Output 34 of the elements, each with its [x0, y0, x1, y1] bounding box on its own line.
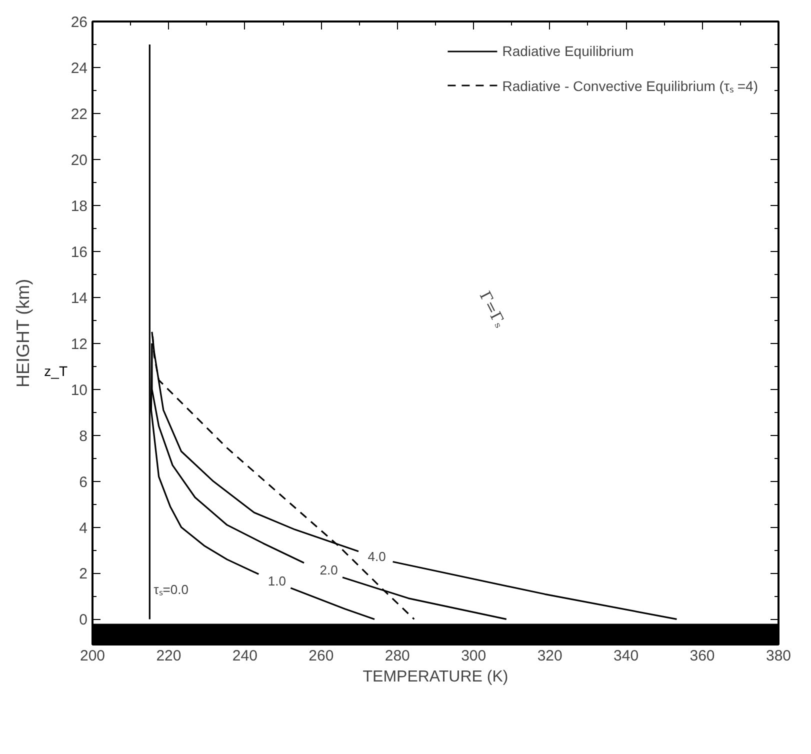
series-label: 1.0 [268, 574, 286, 589]
annotation: τₛ=0.0 [154, 582, 188, 597]
x-tick-label: 220 [156, 648, 182, 664]
y-tick-label: 2 [79, 566, 88, 583]
x-tick-label: 240 [232, 648, 258, 664]
x-tick-label: 380 [766, 648, 792, 664]
y-axis-title: HEIGHT (km) [13, 278, 34, 388]
y-tick-label: 4 [79, 520, 88, 537]
annotation: Γ=Γₛ [476, 288, 510, 331]
y-tick-label: 26 [70, 14, 88, 31]
y-tick-label: 0 [79, 612, 88, 629]
x-tick-label: 320 [537, 648, 562, 664]
y-tick-label: 6 [79, 474, 88, 491]
y-tick-label: 24 [70, 60, 88, 77]
series-label: 4.0 [368, 549, 386, 564]
y-tick-label: 20 [70, 152, 88, 169]
y-tick-label: 16 [70, 244, 88, 261]
series-label: 2.0 [320, 562, 338, 578]
x-tick-label: 280 [384, 648, 410, 664]
y-tick-label: 10 [70, 382, 88, 399]
x-axis-title: TEMPERATURE (K) [362, 668, 508, 686]
y-tick-label: 14 [70, 290, 88, 307]
x-tick-label: 260 [308, 648, 334, 664]
y-tick-label: 12 [70, 336, 88, 353]
x-tick-label: 360 [690, 648, 715, 664]
x-tick-label: 200 [80, 648, 106, 664]
x-tick-label: 340 [614, 648, 639, 664]
text: z_T [44, 362, 68, 379]
y-tick-label: 18 [70, 198, 88, 215]
legend-label: Radiative - Convective Equilibrium (τₛ =4) [502, 76, 758, 94]
x-tick-label: 300 [461, 648, 486, 664]
y-tick-label: 8 [79, 428, 88, 445]
legend-label: Radiative Equilibrium [502, 43, 635, 59]
y-tick-label: 22 [70, 106, 88, 123]
